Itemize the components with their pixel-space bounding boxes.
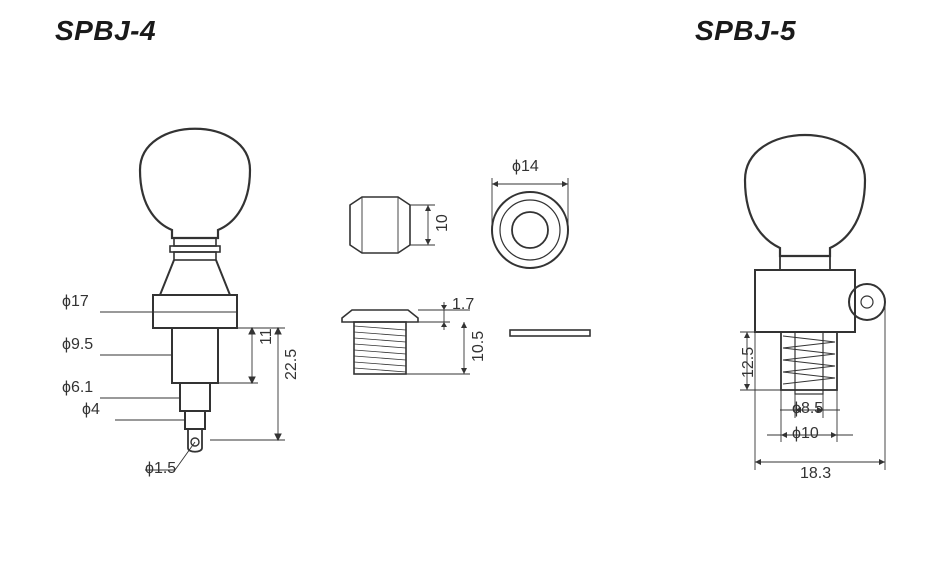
- dim-phi9-5: ϕ9.5: [62, 336, 93, 354]
- dim-phi4: ϕ4: [82, 401, 100, 419]
- dim-phi14: ϕ14: [512, 158, 539, 176]
- dim-h22-5: 22.5: [283, 349, 301, 380]
- dim-bush-h10-5: 10.5: [470, 331, 488, 362]
- dim-nut-h10: 10: [434, 214, 452, 232]
- dim-bush-h1-7: 1.7: [452, 296, 474, 314]
- spbj4-washer: [500, 320, 600, 350]
- dim5-phi8-5: ϕ8.5: [792, 400, 823, 418]
- title-spbj5: SPBJ-5: [695, 15, 796, 47]
- title-spbj4: SPBJ-4: [55, 15, 156, 47]
- dim-phi6-1: ϕ6.1: [62, 379, 93, 397]
- dim-h11: 11: [258, 328, 276, 345]
- dim5-phi10: ϕ10: [792, 425, 819, 443]
- spbj4-threaded-bushing: [320, 300, 490, 410]
- spbj5-peg: [685, 80, 935, 510]
- dim-phi1-5: ϕ1.5: [145, 460, 176, 478]
- dim5-w18-3: 18.3: [800, 465, 831, 483]
- spbj4-bushing-topview: [465, 160, 595, 280]
- dim5-h12-5: 12.5: [740, 347, 758, 378]
- dim-phi17: ϕ17: [62, 293, 89, 311]
